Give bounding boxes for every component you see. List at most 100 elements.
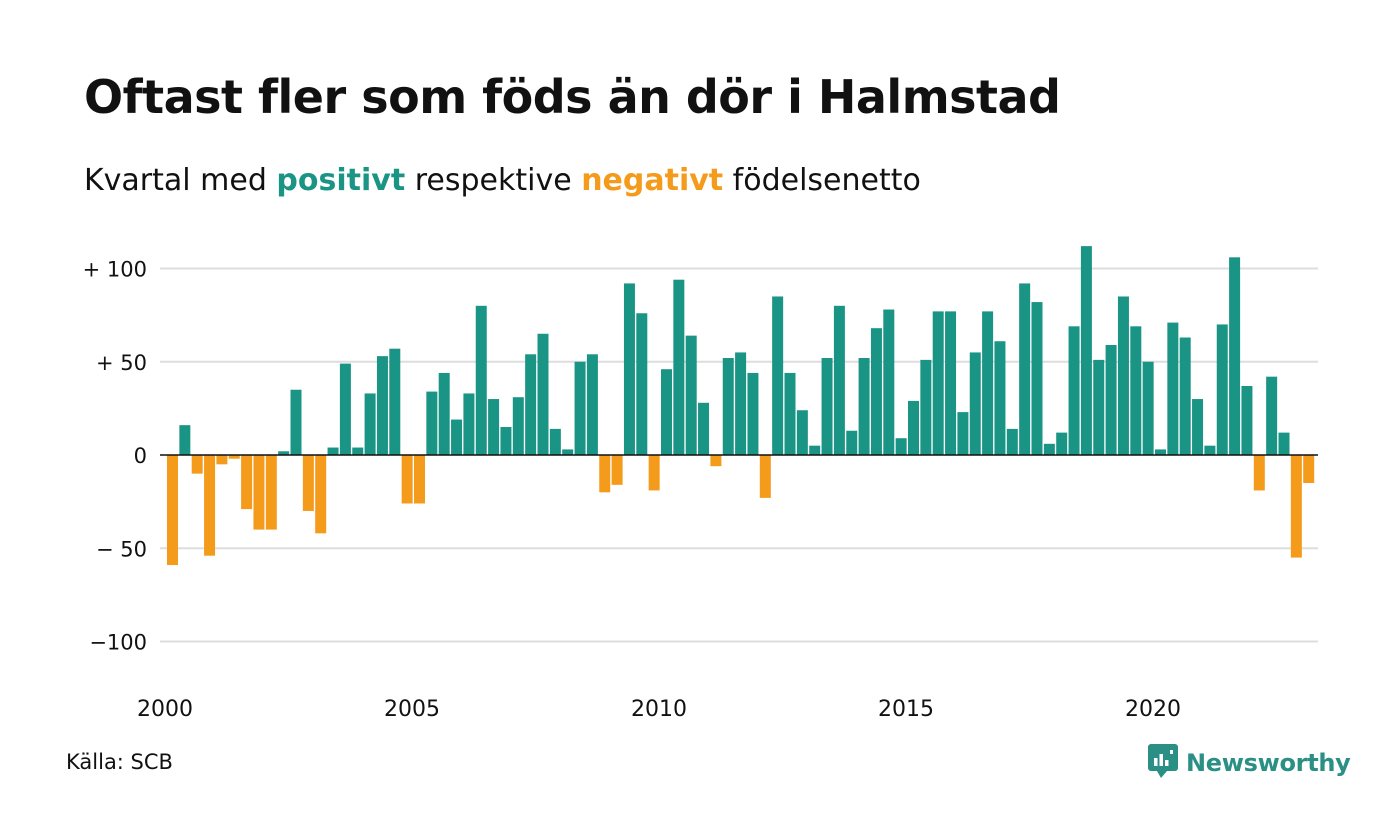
bar-positive bbox=[982, 311, 994, 455]
newsworthy-logo-icon bbox=[1148, 744, 1178, 782]
bar-negative bbox=[253, 455, 265, 530]
bar-negative bbox=[228, 455, 240, 459]
subtitle-text-start: Kvartal med bbox=[84, 163, 277, 198]
bar-positive bbox=[1019, 283, 1031, 455]
bar-positive bbox=[364, 393, 376, 455]
bar-positive bbox=[389, 348, 401, 455]
subtitle-negative-label: negativt bbox=[581, 163, 724, 198]
bar-positive bbox=[549, 428, 561, 455]
bar-positive bbox=[673, 279, 685, 455]
bar-negative bbox=[241, 455, 253, 510]
chart-title: Oftast fler som föds än dör i Halmstad bbox=[84, 70, 1061, 124]
bar-positive bbox=[1192, 399, 1204, 455]
bar-positive bbox=[846, 430, 858, 455]
y-tick-label: − 50 bbox=[96, 537, 147, 561]
bar-negative bbox=[759, 455, 771, 498]
newsworthy-logo-text: Newsworthy bbox=[1186, 749, 1351, 777]
x-axis-labels: 2000 2005 2010 2015 2020 bbox=[137, 697, 1181, 722]
bar-positive bbox=[1216, 324, 1228, 455]
bar-negative bbox=[1290, 455, 1302, 558]
bar-negative bbox=[648, 455, 660, 491]
bar-positive bbox=[1266, 376, 1278, 455]
bar-positive bbox=[1155, 449, 1166, 455]
bar-negative bbox=[710, 455, 722, 467]
bar-positive bbox=[796, 410, 808, 455]
bar-positive bbox=[1006, 428, 1018, 455]
chart-subtitle: Kvartal med positivt respektive negativt… bbox=[84, 163, 921, 198]
bar-positive bbox=[475, 305, 487, 455]
bar-positive bbox=[1179, 337, 1191, 455]
bar-positive bbox=[957, 412, 969, 456]
bar-positive bbox=[772, 296, 784, 456]
x-tick-label: 2015 bbox=[878, 697, 934, 722]
bar-positive bbox=[1093, 359, 1105, 455]
bar-positive bbox=[574, 361, 586, 455]
bar-positive bbox=[525, 354, 537, 455]
bar-positive bbox=[537, 333, 549, 455]
x-tick-label: 2000 bbox=[137, 697, 193, 722]
subtitle-text-end: födelsenetto bbox=[723, 163, 921, 198]
bar-positive bbox=[376, 356, 388, 455]
bar-positive bbox=[352, 447, 364, 455]
bar-negative bbox=[414, 455, 425, 504]
bar-positive bbox=[586, 354, 598, 455]
bar-positive bbox=[562, 449, 574, 455]
bar-negative bbox=[204, 455, 216, 556]
bar-negative bbox=[1303, 455, 1315, 483]
bar-positive bbox=[512, 397, 524, 455]
bar-positive bbox=[685, 335, 697, 455]
bar-positive bbox=[1068, 326, 1080, 455]
bar-positive bbox=[1142, 361, 1154, 455]
bar-positive bbox=[1080, 246, 1092, 455]
bar-positive bbox=[463, 393, 475, 455]
bar-positive bbox=[339, 363, 351, 456]
subtitle-text-middle: respektive bbox=[405, 163, 582, 198]
y-axis-labels: + 100 + 50 0 − 50 −100 bbox=[83, 258, 147, 655]
bar-positive bbox=[1278, 432, 1290, 455]
bar-negative bbox=[216, 455, 228, 465]
bar-positive bbox=[278, 451, 290, 455]
bar-negative bbox=[167, 455, 178, 566]
bar-positive bbox=[1167, 322, 1179, 455]
x-tick-label: 2005 bbox=[384, 697, 440, 722]
bar-positive bbox=[969, 352, 981, 456]
bar-positive bbox=[636, 313, 648, 455]
bar-positive bbox=[1241, 386, 1253, 455]
y-tick-label: + 50 bbox=[96, 351, 147, 375]
x-tick-label: 2010 bbox=[631, 697, 687, 722]
bar-negative bbox=[401, 455, 413, 504]
bar-positive bbox=[809, 445, 821, 455]
bar-positive bbox=[784, 372, 796, 455]
subtitle-positive-label: positivt bbox=[276, 163, 406, 198]
bar-negative bbox=[599, 455, 611, 493]
bar-positive bbox=[735, 352, 747, 456]
bar-negative bbox=[265, 455, 277, 530]
bar-positive bbox=[500, 427, 512, 455]
bar-negative bbox=[611, 455, 623, 485]
bar-positive bbox=[623, 283, 635, 455]
bar-positive bbox=[883, 309, 895, 455]
bar-positive bbox=[290, 389, 302, 456]
bar-positive bbox=[1130, 326, 1142, 455]
bar-positive bbox=[722, 358, 734, 455]
y-tick-label: 0 bbox=[134, 444, 147, 468]
bar-positive bbox=[908, 400, 919, 456]
x-tick-label: 2020 bbox=[1125, 697, 1181, 722]
bar-positive bbox=[426, 391, 438, 455]
bar-positive bbox=[994, 341, 1006, 456]
bar-positive bbox=[698, 402, 710, 455]
bar-positive bbox=[451, 419, 463, 455]
y-tick-label: −100 bbox=[89, 631, 147, 655]
bar-positive bbox=[1229, 257, 1241, 455]
bar-positive bbox=[895, 438, 907, 455]
bar-positive bbox=[858, 358, 870, 455]
bar-positive bbox=[488, 399, 500, 455]
bar-negative bbox=[315, 455, 327, 534]
bar-positive bbox=[932, 311, 944, 455]
bar-positive bbox=[438, 372, 450, 455]
bar-positive bbox=[1031, 302, 1043, 455]
bar-negative bbox=[1253, 455, 1265, 491]
bar-positive bbox=[920, 359, 932, 455]
bar-positive bbox=[179, 425, 191, 455]
